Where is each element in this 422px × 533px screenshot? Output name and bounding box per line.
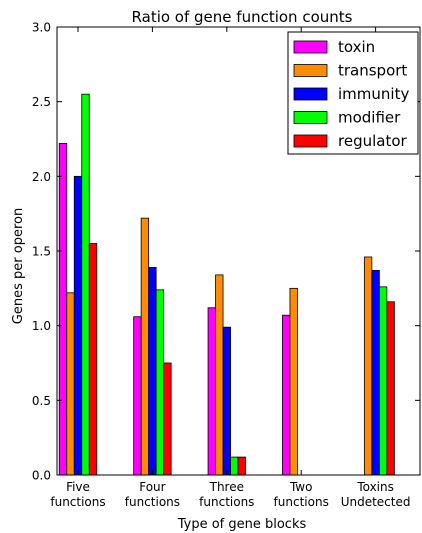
x-axis-label: Type of gene blocks (177, 517, 307, 532)
legend-label-modifier: modifier (338, 109, 401, 127)
bar-immunity-4 (371, 270, 380, 476)
legend-label-regulator: regulator (338, 132, 408, 150)
bar-transport-1 (140, 217, 150, 476)
bar-modifier-0 (81, 93, 90, 476)
legend-label-immunity: immunity (338, 85, 409, 103)
y-tick-label: 3.0 (32, 21, 51, 35)
bars-layer (58, 93, 395, 476)
ticks-layer: 0.00.51.01.52.02.53.0FivefunctionsFourfu… (32, 21, 420, 509)
bar-toxin-1 (133, 316, 142, 476)
bar-transport-3 (289, 287, 298, 476)
bar-regulator-0 (88, 243, 98, 476)
y-tick-label: 1.0 (32, 319, 51, 333)
y-tick-label: 0.5 (32, 394, 51, 408)
bar-transport-4 (363, 256, 373, 476)
bar-toxin-2 (207, 307, 216, 476)
legend-label-transport: transport (338, 62, 407, 80)
legend-swatch-regulator (293, 134, 328, 148)
bar-toxin-3 (282, 314, 291, 476)
bar-transport-0 (66, 292, 75, 476)
bar-transport-2 (215, 274, 224, 476)
y-tick-label: 0.0 (32, 469, 51, 483)
legend-label-toxin: toxin (338, 38, 375, 56)
bar-regulator-1 (163, 362, 172, 476)
bar-toxin-0 (58, 143, 68, 476)
legend-swatch-immunity (293, 87, 328, 101)
y-tick-label: 2.0 (32, 170, 51, 184)
x-tick-label: Four (139, 480, 165, 494)
x-tick-label: Two (289, 480, 313, 494)
y-tick-label: 1.5 (32, 245, 51, 259)
y-axis-label: Genes per operon (11, 208, 26, 324)
legend-swatch-modifier (293, 111, 328, 124)
x-tick-label: Three (209, 480, 244, 494)
bar-immunity-0 (73, 175, 83, 476)
chart-title: Ratio of gene function counts (132, 8, 353, 26)
bar-immunity-2 (222, 326, 231, 476)
x-tick-label: functions (274, 495, 329, 509)
x-tick-label: Five (66, 480, 90, 494)
legend-swatch-toxin (293, 40, 328, 54)
legend-swatch-transport (293, 64, 328, 77)
x-tick-label: functions (199, 495, 254, 509)
x-tick-label: Toxins (356, 480, 394, 494)
bar-immunity-1 (148, 267, 157, 476)
bar-modifier-1 (155, 289, 165, 476)
bar-regulator-4 (386, 301, 395, 476)
bar-regulator-2 (237, 456, 246, 476)
x-tick-label: functions (125, 495, 180, 509)
legend: toxin transport immunity modifier regulator (287, 31, 419, 155)
x-tick-label: functions (50, 495, 105, 509)
y-tick-label: 2.5 (32, 95, 51, 109)
bar-modifier-2 (230, 456, 239, 476)
bar-modifier-4 (378, 286, 388, 476)
x-tick-label: Undetected (341, 495, 411, 509)
